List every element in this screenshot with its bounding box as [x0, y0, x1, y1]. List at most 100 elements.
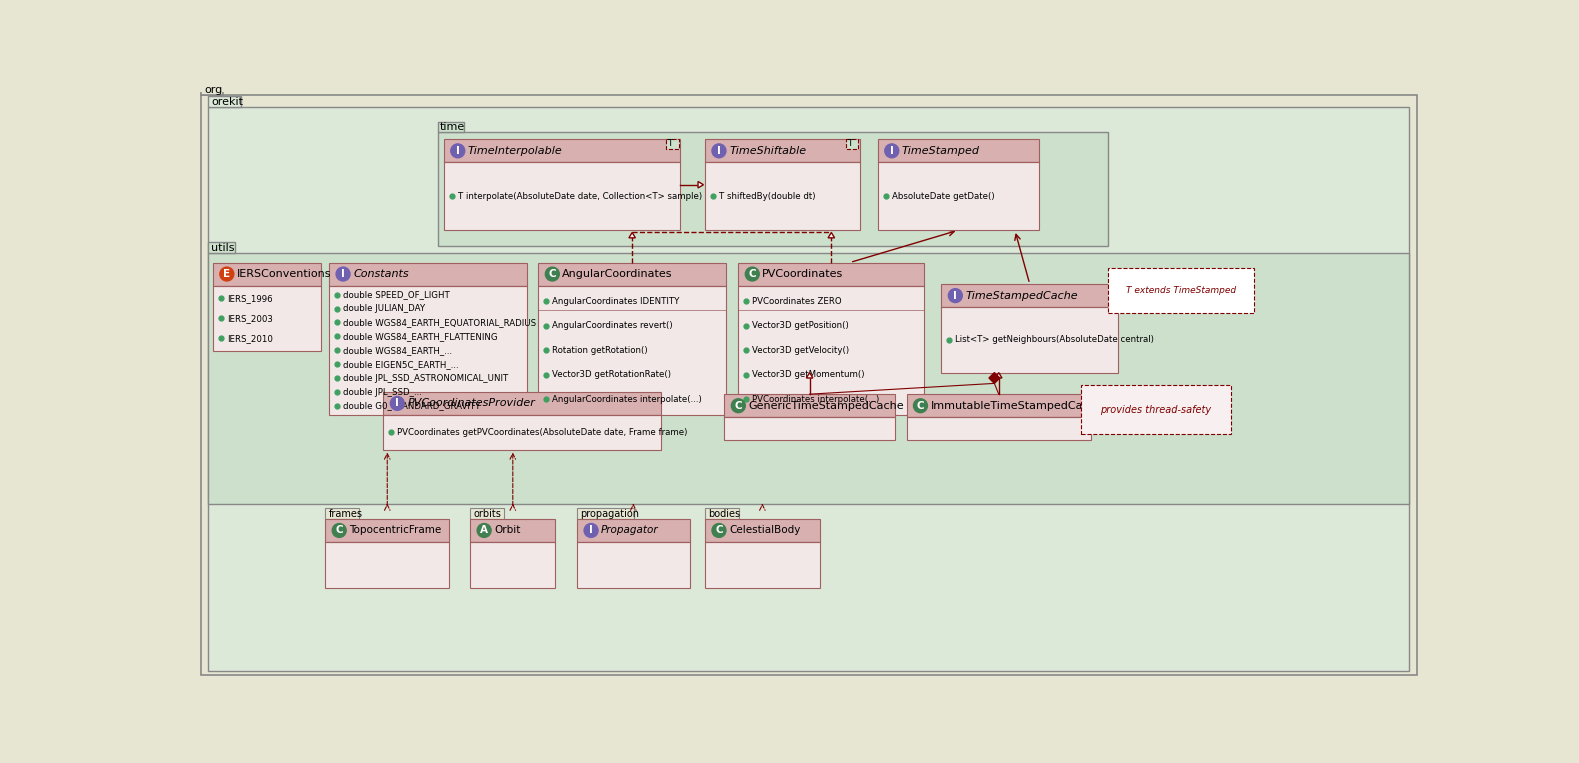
Text: PVCoordinates interpolate(...): PVCoordinates interpolate(...): [752, 394, 880, 404]
FancyBboxPatch shape: [941, 284, 1118, 307]
Text: Constants: Constants: [354, 269, 409, 279]
Text: TimeStampedCache: TimeStampedCache: [965, 291, 1078, 301]
Text: provides thread-safety: provides thread-safety: [1101, 404, 1211, 414]
FancyBboxPatch shape: [538, 262, 726, 285]
FancyBboxPatch shape: [578, 508, 635, 519]
Polygon shape: [698, 182, 704, 188]
Text: AbsoluteDate getDate(): AbsoluteDate getDate(): [892, 192, 995, 201]
FancyBboxPatch shape: [704, 519, 820, 542]
Text: T interpolate(AbsoluteDate date, Collection<T> sample): T interpolate(AbsoluteDate date, Collect…: [458, 192, 703, 201]
Circle shape: [450, 144, 464, 158]
FancyBboxPatch shape: [213, 262, 322, 285]
FancyBboxPatch shape: [444, 163, 681, 230]
FancyBboxPatch shape: [906, 394, 1091, 417]
Polygon shape: [807, 372, 813, 378]
FancyBboxPatch shape: [208, 243, 235, 253]
Text: double JPL_SSD_ASTRONOMICAL_UNIT: double JPL_SSD_ASTRONOMICAL_UNIT: [343, 374, 508, 382]
Text: double JPL_SSD_...: double JPL_SSD_...: [343, 388, 422, 397]
FancyBboxPatch shape: [437, 132, 1108, 246]
FancyBboxPatch shape: [201, 95, 1418, 675]
FancyBboxPatch shape: [325, 542, 450, 588]
Circle shape: [731, 399, 745, 413]
Text: List<T> getNeighbours(AbsoluteDate central): List<T> getNeighbours(AbsoluteDate centr…: [955, 336, 1154, 344]
Text: T shiftedBy(double dt): T shiftedBy(double dt): [718, 192, 815, 201]
Polygon shape: [628, 233, 635, 238]
Text: C: C: [917, 401, 924, 410]
Text: double G0_STANDARD_GRAVITY: double G0_STANDARD_GRAVITY: [343, 401, 480, 410]
Circle shape: [949, 288, 962, 303]
FancyBboxPatch shape: [471, 542, 556, 588]
Text: double WGS84_EARTH_FLATTENING: double WGS84_EARTH_FLATTENING: [343, 332, 497, 341]
Text: A: A: [480, 526, 488, 536]
Text: bodies: bodies: [707, 508, 741, 519]
Polygon shape: [827, 233, 835, 238]
FancyBboxPatch shape: [739, 262, 924, 285]
Text: Rotation getRotation(): Rotation getRotation(): [553, 346, 647, 355]
FancyBboxPatch shape: [878, 140, 1039, 163]
Text: T: T: [846, 140, 853, 149]
Text: Vector3D getVelocity(): Vector3D getVelocity(): [752, 346, 850, 355]
FancyBboxPatch shape: [213, 285, 322, 351]
Text: double JULIAN_DAY: double JULIAN_DAY: [343, 304, 425, 313]
Circle shape: [884, 144, 898, 158]
FancyBboxPatch shape: [878, 163, 1039, 230]
Circle shape: [545, 267, 559, 281]
Circle shape: [336, 267, 351, 281]
FancyBboxPatch shape: [578, 519, 690, 542]
FancyBboxPatch shape: [328, 262, 527, 285]
Text: TimeStamped: TimeStamped: [902, 146, 981, 156]
FancyBboxPatch shape: [208, 253, 1410, 504]
Circle shape: [477, 523, 491, 537]
Text: CelestialBody: CelestialBody: [729, 526, 801, 536]
FancyBboxPatch shape: [471, 508, 504, 519]
Text: C: C: [335, 526, 343, 536]
FancyBboxPatch shape: [704, 140, 861, 163]
Text: T extends TimeStamped: T extends TimeStamped: [1126, 285, 1236, 295]
FancyBboxPatch shape: [328, 285, 527, 415]
Text: PVCoordinates getPVCoordinates(AbsoluteDate date, Frame frame): PVCoordinates getPVCoordinates(AbsoluteD…: [398, 428, 688, 436]
FancyBboxPatch shape: [384, 415, 662, 449]
Text: frames: frames: [328, 508, 362, 519]
Text: I: I: [891, 146, 894, 156]
Text: double WGS84_EARTH_...: double WGS84_EARTH_...: [343, 346, 452, 355]
FancyBboxPatch shape: [906, 417, 1091, 440]
Text: Orbit: Orbit: [494, 526, 521, 536]
Circle shape: [390, 397, 404, 410]
Text: I: I: [954, 291, 957, 301]
FancyBboxPatch shape: [384, 392, 662, 415]
Text: Vector3D getRotationRate(): Vector3D getRotationRate(): [553, 370, 671, 379]
Text: C: C: [748, 269, 756, 279]
Circle shape: [584, 523, 598, 537]
FancyBboxPatch shape: [325, 519, 450, 542]
FancyBboxPatch shape: [471, 519, 556, 542]
Text: AngularCoordinates interpolate(...): AngularCoordinates interpolate(...): [553, 394, 703, 404]
Text: PVCoordinates: PVCoordinates: [763, 269, 843, 279]
Text: orekit: orekit: [212, 97, 243, 107]
Circle shape: [332, 523, 346, 537]
Text: utils: utils: [210, 243, 234, 253]
Circle shape: [745, 267, 759, 281]
Text: PVCoordinatesProvider: PVCoordinatesProvider: [407, 398, 535, 408]
Text: ImmutableTimeStampedCache: ImmutableTimeStampedCache: [930, 401, 1104, 410]
FancyBboxPatch shape: [208, 107, 1410, 671]
FancyBboxPatch shape: [725, 394, 895, 417]
FancyBboxPatch shape: [739, 285, 924, 415]
FancyBboxPatch shape: [538, 285, 726, 415]
Text: IERS_2010: IERS_2010: [227, 333, 273, 343]
Text: IERSConventions: IERSConventions: [237, 269, 332, 279]
Circle shape: [219, 267, 234, 281]
Text: PVCoordinates ZERO: PVCoordinates ZERO: [752, 297, 842, 306]
Text: C: C: [715, 526, 723, 536]
Text: org: org: [204, 85, 223, 95]
FancyBboxPatch shape: [941, 307, 1118, 372]
Text: I: I: [395, 398, 399, 408]
FancyBboxPatch shape: [444, 140, 681, 163]
Text: GenericTimeStampedCache: GenericTimeStampedCache: [748, 401, 905, 410]
Text: AngularCoordinates IDENTITY: AngularCoordinates IDENTITY: [553, 297, 679, 306]
FancyBboxPatch shape: [704, 163, 861, 230]
Text: TimeInterpolable: TimeInterpolable: [467, 146, 562, 156]
Circle shape: [712, 523, 726, 537]
Text: I: I: [456, 146, 459, 156]
FancyBboxPatch shape: [325, 508, 360, 519]
FancyBboxPatch shape: [704, 508, 739, 519]
